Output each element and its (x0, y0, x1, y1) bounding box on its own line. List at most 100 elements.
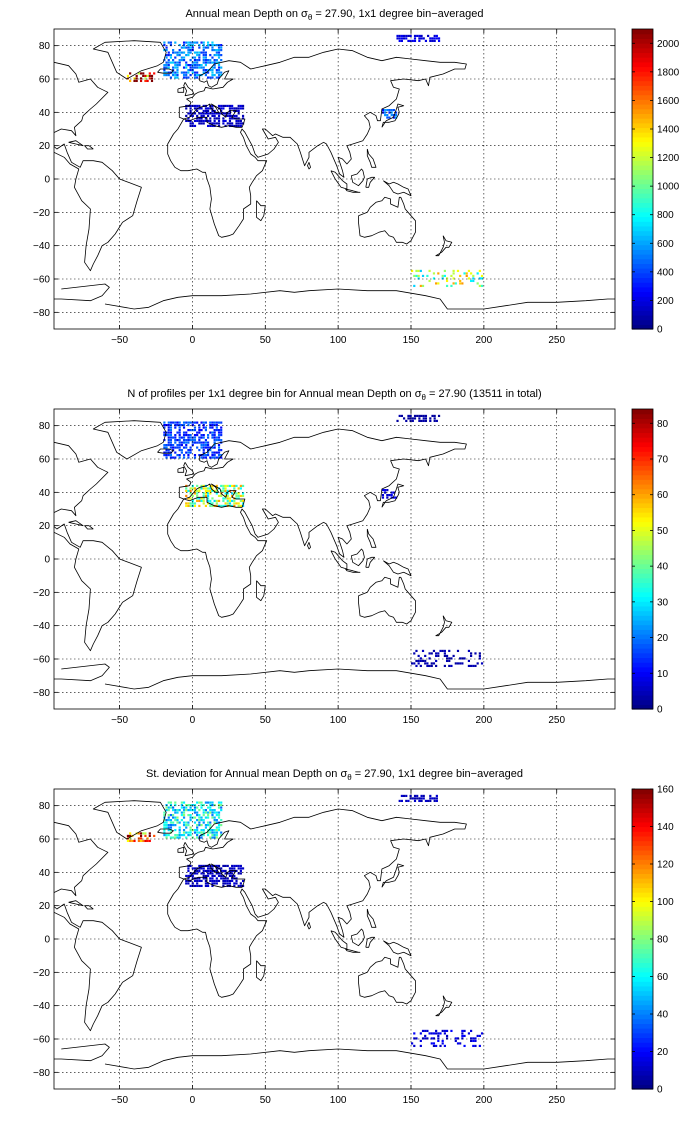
bin-cell (185, 444, 188, 447)
bin-cell (211, 454, 214, 457)
bin-cell (213, 424, 216, 427)
bin-cell (165, 809, 168, 812)
colorbar-step (632, 230, 653, 236)
bin-cell (207, 446, 210, 449)
bin-cell (224, 869, 227, 873)
bin-cell (441, 649, 444, 653)
colorbar-step (632, 634, 653, 640)
coastline (84, 905, 94, 910)
bin-cell (202, 484, 205, 488)
y-tick-label: 0 (44, 935, 50, 946)
coastline (345, 568, 361, 573)
bin-cell (191, 66, 194, 69)
colorbar-step (632, 132, 653, 138)
bin-cell (172, 69, 175, 72)
colorbar-step (632, 324, 653, 330)
bin-cell (420, 799, 423, 803)
bin-cell (480, 662, 484, 665)
bin-cell (443, 649, 446, 653)
bin-cell (411, 39, 414, 43)
bin-cell (405, 794, 408, 798)
bin-cell (196, 66, 199, 69)
bin-cell (185, 434, 188, 437)
bin-cell (220, 49, 223, 52)
bin-cell (146, 839, 149, 843)
coastline (358, 196, 416, 245)
bin-cell (187, 76, 190, 79)
colorbar-step (632, 244, 653, 250)
bin-cell (381, 109, 385, 112)
bin-cell (396, 37, 399, 40)
bin-cell (200, 497, 203, 500)
bin-cell (189, 804, 192, 807)
bin-cell (235, 109, 238, 113)
bin-cell (224, 872, 227, 875)
bin-cell (182, 66, 186, 69)
bin-cell (202, 444, 205, 447)
colorbar-step (632, 460, 653, 466)
bin-cell (430, 652, 433, 655)
bin-cell (418, 37, 421, 40)
bin-cell (202, 487, 205, 490)
bin-cell (217, 504, 221, 508)
bin-cell (209, 806, 212, 809)
bin-cell (185, 76, 188, 79)
bin-cell (202, 61, 205, 64)
bin-cell (193, 104, 197, 108)
colorbar-tick-label: 0 (657, 1085, 663, 1096)
bin-cell (207, 436, 210, 439)
coastline (256, 960, 266, 982)
bin-cell (435, 794, 438, 798)
region-cells-2 (185, 104, 245, 128)
colorbar-step (632, 971, 653, 978)
colorbar-step (632, 619, 653, 626)
bin-cell (235, 492, 238, 495)
bin-cell (209, 449, 212, 452)
bin-cell (189, 834, 192, 837)
bin-cell (202, 41, 205, 44)
bin-cell (178, 431, 181, 434)
bin-cell (202, 59, 205, 62)
bin-cell (180, 46, 183, 49)
coastline (54, 663, 110, 682)
bin-cell (187, 71, 190, 74)
bin-cell (196, 836, 199, 839)
bin-cell (209, 809, 212, 812)
bin-cell (187, 69, 190, 72)
bin-cell (415, 274, 418, 278)
bin-cell (174, 66, 177, 69)
bin-cell (211, 497, 214, 500)
bin-cell (176, 439, 179, 442)
bin-cell (417, 659, 420, 663)
colorbar-step (632, 108, 653, 114)
bin-cell (237, 124, 240, 128)
bin-cell (204, 456, 207, 459)
colorbar-step (632, 446, 653, 452)
bin-cell (235, 117, 238, 120)
bin-cell (176, 836, 179, 839)
bin-cell (450, 274, 453, 278)
x-tick-label: 50 (260, 715, 272, 726)
bin-cell (209, 117, 212, 120)
bin-cell (386, 109, 389, 112)
bin-cell (217, 824, 221, 827)
bin-cell (202, 831, 205, 834)
bin-cell (422, 419, 425, 423)
colorbar-step (632, 962, 653, 968)
bin-cell (202, 69, 205, 72)
bin-cell (167, 421, 170, 424)
bin-cell (233, 114, 236, 118)
colorbar-step (632, 859, 653, 865)
bin-cell (198, 51, 201, 54)
bin-cell (388, 494, 391, 497)
bin-cell (167, 829, 170, 832)
bin-cell (217, 879, 221, 883)
coastline (54, 821, 142, 1032)
bin-cell (432, 1037, 436, 1040)
bin-cell (432, 649, 436, 653)
bin-cell (133, 77, 136, 80)
bin-cell (409, 34, 412, 38)
bin-cell (137, 72, 140, 75)
x-tick-label: −50 (111, 335, 128, 346)
bin-cell (174, 439, 177, 442)
